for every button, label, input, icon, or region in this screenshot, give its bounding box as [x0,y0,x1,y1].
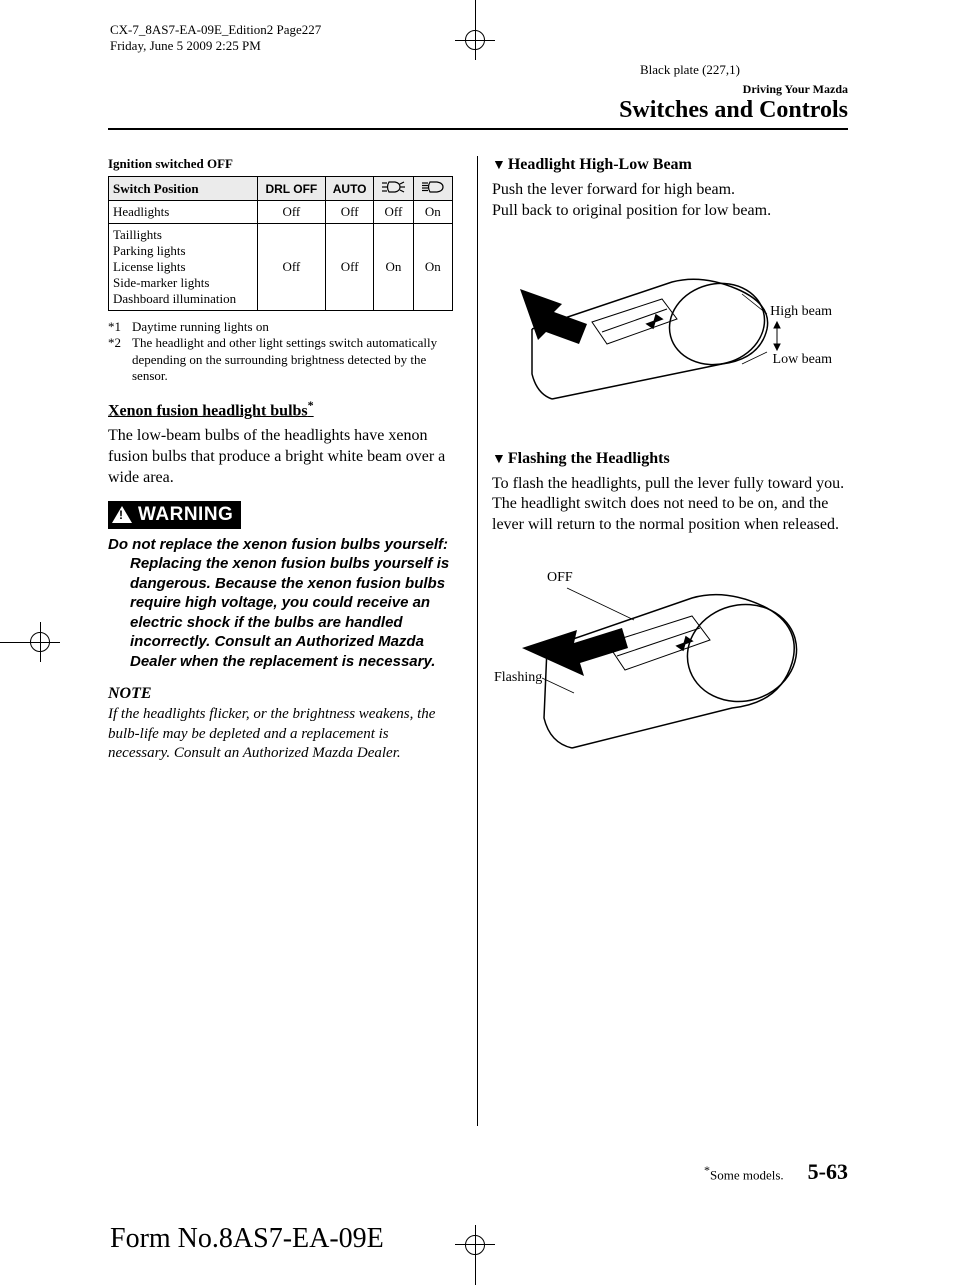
cell: Off [326,201,374,224]
form-number: Form No.8AS7-EA-09E [110,1223,384,1255]
note-body: If the headlights flicker, or the bright… [108,705,453,764]
some-models-note: *Some models. [704,1163,784,1183]
print-header-line1: CX-7_8AS7-EA-09E_Edition2 Page227 [110,22,321,38]
cell: Headlights [109,201,258,224]
xenon-heading-text: Xenon fusion headlight bulbs [108,402,308,419]
running-head-title: Switches and Controls [108,97,848,124]
warning-badge: WARNING [108,501,241,529]
crop-mark [465,1235,485,1255]
xenon-body: The low-beam bulbs of the headlights hav… [108,426,453,488]
print-header: CX-7_8AS7-EA-09E_Edition2 Page227 Friday… [110,22,321,54]
warning-lead: Do not replace the xenon fusion bulbs yo… [108,536,448,553]
footnote-2: *2 The headlight and other light setting… [108,335,453,384]
flashing-heading: Flashing the Headlights [492,450,847,468]
warning-body: Replacing the xenon fusion bulbs yoursel… [108,554,453,671]
highlow-body: Push the lever forward for high beam. Pu… [492,180,847,222]
page-footer: *Some models. 5-63 [108,1159,848,1185]
warning-triangle-icon [112,506,132,523]
crop-mark [30,632,50,652]
highlow-diagram: High beam Low beam [492,234,832,424]
xenon-heading: Xenon fusion headlight bulbs* [108,398,453,420]
cell: On [374,224,413,311]
label-high-beam: High beam [770,304,832,320]
running-head: Driving Your Mazda Switches and Controls [108,82,848,124]
label-off: OFF [547,570,573,586]
cell: On [413,201,452,224]
label-low-beam: Low beam [773,352,832,368]
footnote-num: *1 [108,319,132,335]
cell: Off [257,201,325,224]
footnote-text: The headlight and other light settings s… [132,335,453,384]
cell: Off [257,224,325,311]
th-drl-off: DRL OFF [257,177,325,201]
table-row: Headlights Off Off Off On [109,201,453,224]
footnote-1: *1 Daytime running lights on [108,319,453,335]
th-headlight-icon [413,177,452,201]
page-number: 5-63 [808,1159,848,1185]
ignition-off-heading: Ignition switched OFF [108,156,453,172]
running-head-section: Driving Your Mazda [108,82,848,97]
print-plate: Black plate (227,1) [640,62,740,78]
column-separator [477,156,478,1126]
flashing-diagram: OFF Flashing [492,548,832,758]
note-heading: NOTE [108,685,453,703]
warning-label: WARNING [138,504,233,526]
table-footnotes: *1 Daytime running lights on *2 The head… [108,319,453,384]
flashing-body: To flash the headlights, pull the lever … [492,474,847,536]
crop-mark [465,30,485,50]
th-auto: AUTO [326,177,374,201]
crop-mark [475,1225,476,1285]
print-header-line2: Friday, June 5 2009 2:25 PM [110,38,321,54]
cell: Off [326,224,374,311]
right-column: Headlight High-Low Beam Push the lever f… [492,156,847,1126]
switch-position-table: Switch Position DRL OFF AUTO Headlights … [108,176,453,311]
asterisk-icon: * [308,398,314,412]
label-flashing: Flashing [494,670,542,686]
cell: On [413,224,452,311]
th-switch-position: Switch Position [109,177,258,201]
cell: Off [374,201,413,224]
warning-text: Do not replace the xenon fusion bulbs yo… [108,535,453,672]
cell: Taillights Parking lights License lights… [109,224,258,311]
footnote-text: Daytime running lights on [132,319,269,335]
footnote-num: *2 [108,335,132,384]
highlow-heading: Headlight High-Low Beam [492,156,847,174]
table-row: Taillights Parking lights License lights… [109,224,453,311]
left-column: Ignition switched OFF Switch Position DR… [108,156,463,1126]
header-rule [108,128,848,130]
th-parking-icon [374,177,413,201]
some-models-text: Some models. [710,1167,784,1182]
